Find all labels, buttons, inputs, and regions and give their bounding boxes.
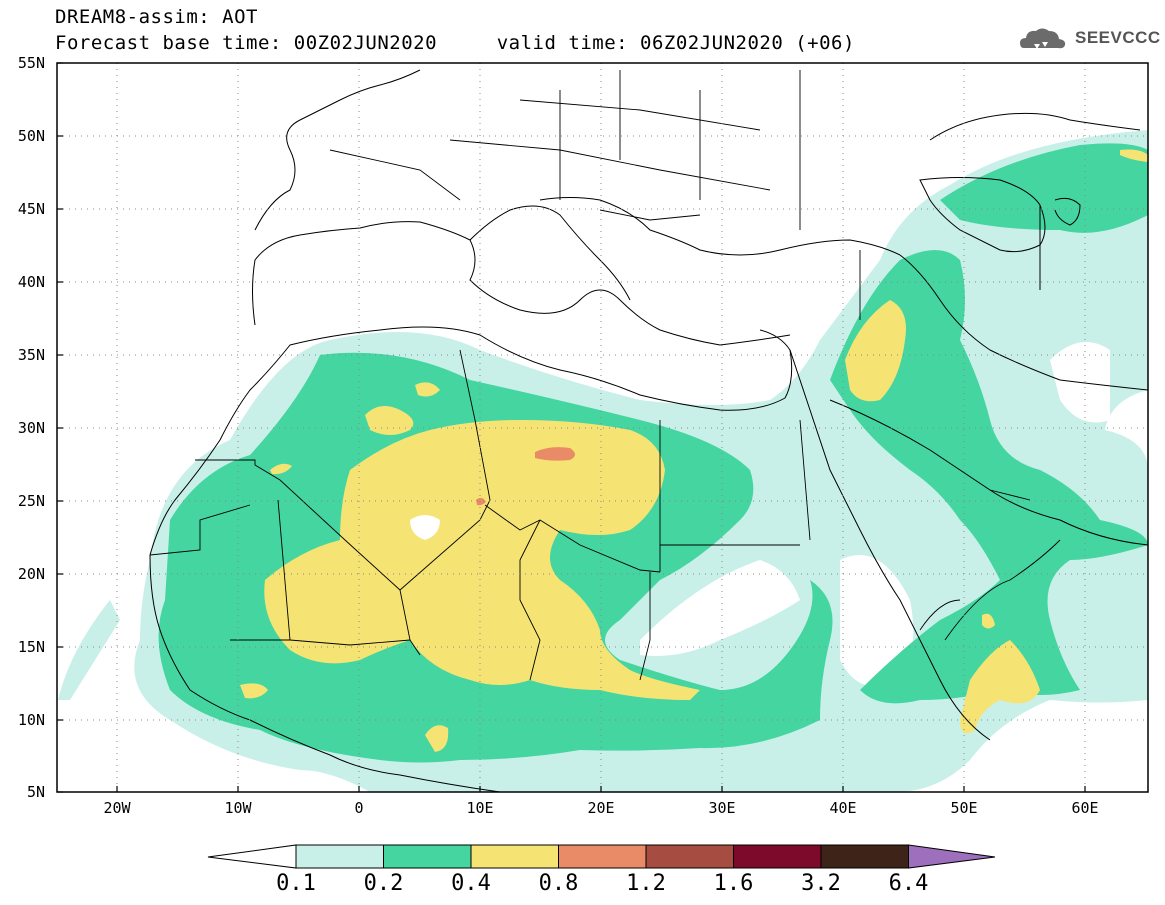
lat-label: 40N	[18, 273, 45, 291]
colorbar-swatch	[645, 844, 734, 869]
colorbar-label: 1.2	[626, 871, 666, 896]
lat-label: 10N	[18, 711, 45, 729]
lat-label: 15N	[18, 638, 45, 656]
country-borders	[149, 70, 1061, 681]
lon-label: 10W	[224, 799, 252, 817]
colorbar-swatch	[383, 844, 472, 869]
colorbar-swatch	[558, 844, 647, 869]
longitude-labels: 20W 10W 0 10E 20E 30E 40E 50E 60E	[103, 799, 1098, 817]
lon-label: 30E	[708, 799, 735, 817]
lon-label: 40E	[829, 799, 856, 817]
lat-label: 30N	[18, 419, 45, 437]
lon-label: 20E	[587, 799, 614, 817]
lon-label: 50E	[950, 799, 977, 817]
latitude-labels: 55N 50N 45N 40N 35N 30N 25N 20N 15N 10N …	[18, 54, 45, 801]
colorbar-swatch	[470, 844, 559, 869]
lat-label: 25N	[18, 492, 45, 510]
lat-label: 45N	[18, 200, 45, 218]
lat-label: 55N	[18, 54, 45, 72]
colorbar-label: 0.4	[451, 871, 491, 896]
colorbar-swatch	[295, 844, 384, 869]
cloud-icon	[1020, 28, 1066, 49]
colorbar-swatch	[820, 844, 909, 869]
lon-label: 0	[354, 799, 363, 817]
colorbar-label: 0.8	[538, 871, 579, 896]
lon-label: 60E	[1071, 799, 1098, 817]
seevccc-logo: SEEVCCC	[1075, 28, 1161, 47]
colorbar	[207, 844, 996, 869]
aot-field	[58, 130, 1148, 792]
colorbar-label: 1.6	[713, 871, 754, 896]
lat-label: 35N	[18, 346, 45, 364]
colorbar-label: 0.1	[276, 871, 316, 896]
lat-label: 50N	[18, 127, 45, 145]
lat-label: 20N	[18, 565, 45, 583]
colorbar-swatch	[733, 844, 822, 869]
colorbar-label: 3.2	[801, 871, 841, 896]
colorbar-low-arrow	[207, 844, 297, 869]
axis-ticks	[57, 62, 1086, 793]
forecast-times: Forecast base time: 00Z02JUN2020 valid t…	[55, 32, 855, 54]
colorbar-label: 6.4	[888, 871, 929, 896]
colorbar-high-arrow	[908, 844, 996, 869]
lon-label: 20W	[103, 799, 131, 817]
lon-label: 10E	[466, 799, 493, 817]
colorbar-label: 0.2	[363, 871, 404, 896]
map-title: DREAM8-assim: AOT	[55, 6, 258, 28]
coastlines	[149, 69, 1148, 792]
lat-label: 5N	[27, 783, 45, 801]
